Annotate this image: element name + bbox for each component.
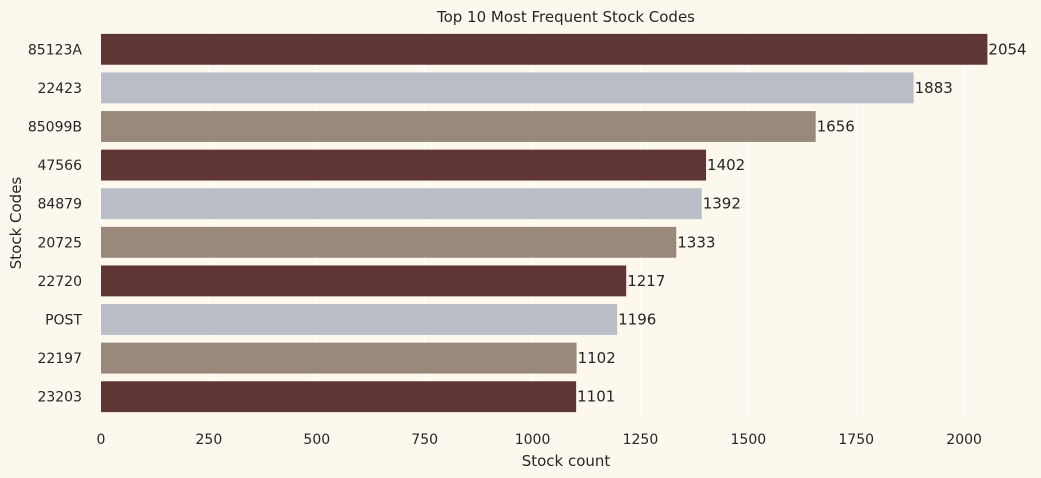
x-tick-label: 2000 xyxy=(946,432,982,448)
bar-value-label: 2054 xyxy=(988,40,1026,58)
y-tick-label: 22197 xyxy=(37,351,82,367)
y-tick-label: 22423 xyxy=(37,81,82,97)
bar-value-label: 1196 xyxy=(618,311,656,329)
x-tick-labels: 0 250 500 750 1000 1250 1500 1750 2000 xyxy=(97,432,982,448)
bar-23203 xyxy=(101,381,577,413)
y-tick-label: 23203 xyxy=(37,390,82,406)
bar-47566 xyxy=(101,149,707,181)
y-tick-label: 22720 xyxy=(37,274,82,290)
bar-22197 xyxy=(101,342,577,374)
x-tick-label: 0 xyxy=(97,432,106,448)
x-tick-label: 250 xyxy=(196,432,223,448)
y-tick-label: POST xyxy=(45,313,82,329)
y-tick-labels: 85123A 22423 85099B 47566 84879 20725 22720 POS… xyxy=(28,42,83,405)
y-tick-label: 85123A xyxy=(28,42,83,58)
y-tick-label: 20725 xyxy=(37,235,82,251)
bar-22720 xyxy=(101,265,627,297)
bar-post xyxy=(101,304,618,335)
x-tick-label: 750 xyxy=(411,432,438,448)
bar-22423 xyxy=(101,72,914,104)
x-tick-label: 1750 xyxy=(838,432,874,448)
bar-85123a xyxy=(101,33,988,65)
x-tick-label: 1000 xyxy=(515,432,551,448)
bar-value-label: 1402 xyxy=(707,156,745,174)
bars xyxy=(101,33,988,413)
data-labels: 2054 1883 1656 1402 1392 1333 1217 1196 1102 1101 xyxy=(577,40,1026,405)
bar-value-label: 1392 xyxy=(703,195,741,213)
chart-title: Top 10 Most Frequent Stock Codes xyxy=(436,8,695,26)
y-axis-title: Stock Codes xyxy=(7,177,25,270)
bar-value-label: 1333 xyxy=(677,233,715,251)
bar-value-label: 1883 xyxy=(915,79,953,97)
bar-value-label: 1656 xyxy=(817,118,855,136)
x-tick-label: 500 xyxy=(303,432,330,448)
x-tick-label: 1250 xyxy=(623,432,659,448)
x-tick-label: 1500 xyxy=(731,432,767,448)
bar-85099b xyxy=(101,111,816,142)
y-tick-label: 84879 xyxy=(37,197,82,213)
bar-value-label: 1102 xyxy=(578,349,616,367)
bar-20725 xyxy=(101,226,677,258)
bar-value-label: 1217 xyxy=(627,272,665,290)
bar-84879 xyxy=(101,188,702,220)
x-axis-title: Stock count xyxy=(522,452,611,470)
y-tick-label: 47566 xyxy=(37,158,82,174)
bar-value-label: 1101 xyxy=(577,388,615,406)
y-tick-label: 85099B xyxy=(28,120,82,136)
